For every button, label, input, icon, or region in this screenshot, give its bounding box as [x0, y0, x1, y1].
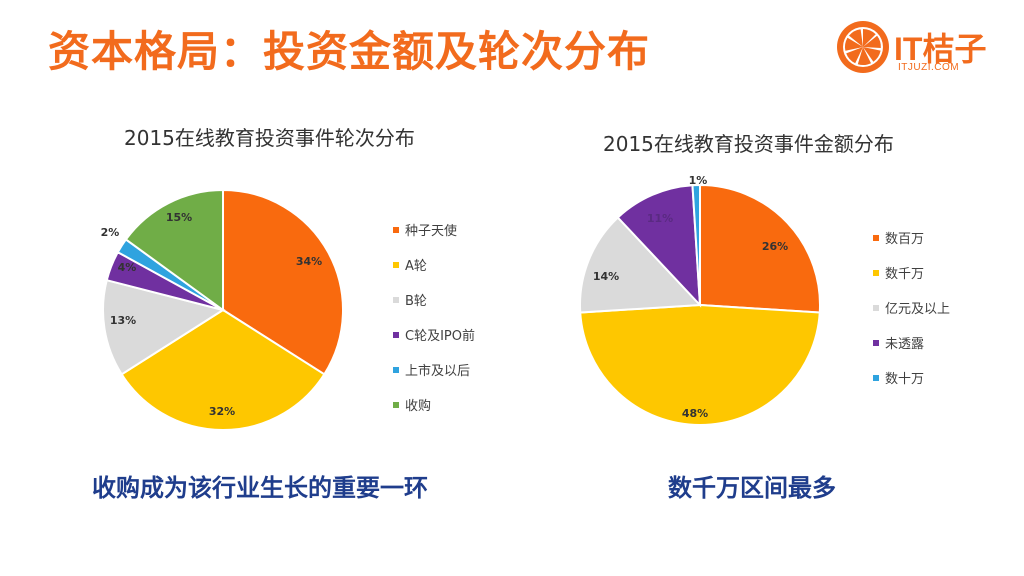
legend-item: 数十万 — [873, 360, 950, 395]
brand-logo: IT桔子 ITJUZI.COM — [836, 18, 1006, 78]
legend-swatch — [393, 401, 399, 408]
pie-data-label: 15% — [166, 211, 192, 224]
pie-slice — [102, 278, 226, 376]
legend-label: 未透露 — [885, 337, 925, 352]
legend-label: C轮及IPO前 — [405, 329, 475, 344]
page-title: 资本格局：投资金额及轮次分布 — [48, 27, 651, 76]
pie-data-label: 11% — [647, 212, 673, 225]
pie-data-label: 34% — [296, 255, 322, 268]
legend-swatch — [873, 269, 879, 276]
chart2-title: 2015在线教育投资事件金额分布 — [603, 132, 894, 156]
legend-item: 未透露 — [873, 325, 950, 360]
orange-slice-icon — [837, 21, 889, 73]
pie-data-label: 13% — [110, 314, 136, 327]
pie-data-label: 2% — [101, 226, 120, 239]
caption-right: 数千万区间最多 — [668, 474, 836, 502]
logo-text: IT桔子 — [894, 31, 987, 67]
legend-swatch — [393, 296, 399, 303]
legend-swatch — [873, 234, 879, 241]
pie-slice — [699, 183, 821, 314]
legend-label: 数百万 — [885, 232, 925, 247]
legend-label: 亿元及以上 — [885, 302, 951, 317]
legend-item: A轮 — [393, 247, 475, 282]
caption-left: 收购成为该行业生长的重要一环 — [92, 474, 428, 502]
legend-label: A轮 — [405, 259, 427, 274]
pie-slice — [691, 183, 701, 306]
chart1-title: 2015在线教育投资事件轮次分布 — [124, 126, 415, 150]
legend-swatch — [393, 366, 399, 373]
pie-slice — [616, 184, 702, 308]
legend-label: 种子天使 — [405, 224, 458, 239]
logo-subtext: ITJUZI.COM — [898, 62, 960, 73]
legend-item: C轮及IPO前 — [393, 317, 475, 352]
legend-item: 收购 — [393, 387, 475, 422]
legend-label: 收购 — [405, 399, 432, 414]
legend-label: B轮 — [405, 294, 427, 309]
chart2-pie: 26% 48% 14% 11% 1% — [579, 174, 821, 426]
legend-item: 数千万 — [873, 255, 950, 290]
legend-swatch — [393, 261, 399, 268]
legend-swatch — [393, 226, 399, 233]
pie-data-label: 48% — [682, 407, 708, 420]
legend-item: B轮 — [393, 282, 475, 317]
legend-item: 种子天使 — [393, 212, 475, 247]
legend-label: 数千万 — [885, 267, 925, 282]
chart1-pie: 34% 32% 13% 4% 2% 15% — [101, 188, 344, 431]
pie-slice — [124, 188, 224, 312]
pie-slice — [579, 216, 703, 314]
legend-swatch — [873, 304, 879, 311]
legend-item: 数百万 — [873, 220, 950, 255]
chart2-legend: 数百万数千万亿元及以上未透露数十万 — [873, 220, 950, 395]
pie-data-label: 32% — [209, 405, 235, 418]
legend-swatch — [873, 339, 879, 346]
legend-swatch — [393, 331, 399, 338]
pie-data-label: 1% — [689, 174, 708, 187]
pie-slice — [120, 308, 326, 431]
pie-data-label: 26% — [762, 240, 788, 253]
legend-item: 亿元及以上 — [873, 290, 950, 325]
pie-data-label: 4% — [118, 261, 137, 274]
pie-data-label: 14% — [593, 270, 619, 283]
pie-slice — [579, 303, 821, 426]
legend-label: 数十万 — [885, 372, 925, 387]
legend-item: 上市及以后 — [393, 352, 475, 387]
legend-label: 上市及以后 — [405, 364, 471, 379]
chart1-legend: 种子天使 A轮 B轮 C轮及IPO前 上市及以后收购 — [393, 212, 475, 422]
legend-swatch — [873, 374, 879, 381]
